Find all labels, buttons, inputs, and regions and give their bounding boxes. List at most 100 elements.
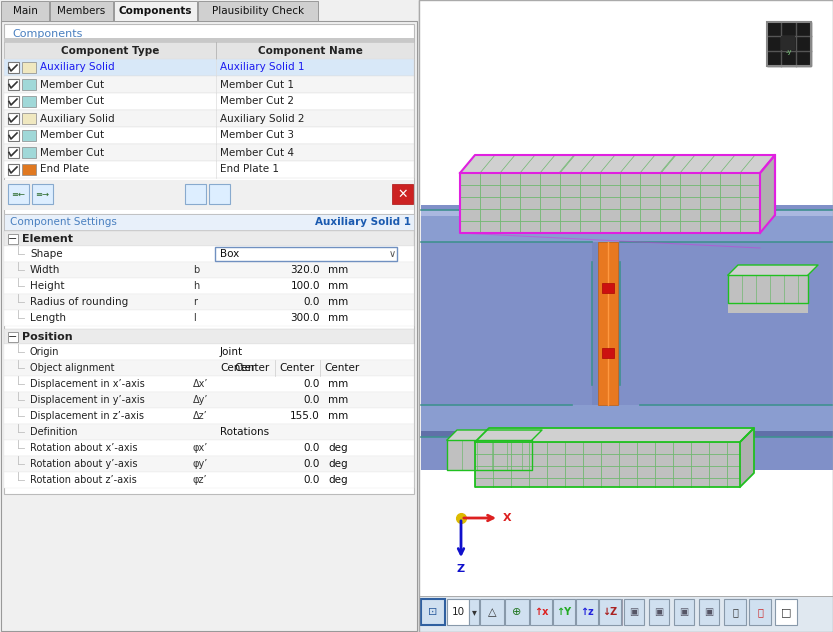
Bar — [553, 599, 575, 625]
Bar — [469, 599, 479, 625]
Text: mm: mm — [328, 379, 348, 389]
Bar — [460, 173, 760, 233]
Bar — [419, 0, 833, 632]
Text: 0.0: 0.0 — [303, 443, 320, 453]
Polygon shape — [620, 385, 640, 405]
Bar — [4, 360, 414, 376]
Text: ↑x: ↑x — [534, 607, 548, 617]
Text: Auxiliary Solid: Auxiliary Solid — [40, 63, 115, 73]
Bar — [447, 440, 532, 470]
Text: r: r — [193, 297, 197, 307]
Text: l: l — [193, 313, 196, 323]
Text: Δz’: Δz’ — [193, 411, 207, 421]
Bar — [576, 599, 598, 625]
Text: 320.0: 320.0 — [291, 265, 320, 275]
Bar — [4, 456, 414, 472]
Text: ▣: ▣ — [705, 607, 714, 617]
Text: ⊡: ⊡ — [428, 607, 437, 617]
Bar — [4, 344, 414, 360]
Bar — [4, 262, 414, 278]
Bar — [781, 36, 795, 50]
Bar — [4, 231, 414, 246]
Text: ↓Z: ↓Z — [602, 607, 617, 617]
Bar — [4, 110, 414, 127]
Text: φz’: φz’ — [193, 475, 207, 485]
Text: φx’: φx’ — [193, 443, 208, 453]
Bar — [599, 599, 621, 625]
Polygon shape — [421, 210, 833, 216]
Bar — [1, 1, 49, 21]
Polygon shape — [740, 428, 754, 487]
Bar — [32, 184, 53, 204]
Text: Components: Components — [12, 29, 82, 39]
Bar — [775, 599, 797, 625]
Text: Shape: Shape — [30, 249, 62, 259]
Text: End Plate: End Plate — [40, 164, 89, 174]
Text: Width: Width — [30, 265, 60, 275]
Text: mm: mm — [328, 411, 348, 421]
Text: mm: mm — [328, 313, 348, 323]
Bar — [392, 184, 413, 204]
Bar — [215, 247, 397, 261]
Text: 300.0: 300.0 — [291, 313, 320, 323]
Text: End Plate 1: End Plate 1 — [220, 164, 279, 174]
Bar — [4, 472, 414, 488]
Bar — [767, 22, 811, 66]
Text: Rotations: Rotations — [220, 427, 269, 437]
Text: 10: 10 — [451, 607, 465, 617]
Bar — [4, 329, 414, 344]
Text: Rotation about y’-axis: Rotation about y’-axis — [30, 459, 137, 469]
Text: Z: Z — [457, 564, 465, 574]
Polygon shape — [572, 385, 592, 405]
Text: ↑z: ↑z — [580, 607, 594, 617]
Text: Main: Main — [12, 6, 37, 16]
Text: 0.0: 0.0 — [303, 459, 320, 469]
Text: Rotation about x’-axis: Rotation about x’-axis — [30, 443, 137, 453]
Text: Radius of rounding: Radius of rounding — [30, 297, 128, 307]
Text: ≡←: ≡← — [12, 190, 26, 198]
Text: Member Cut 3: Member Cut 3 — [220, 130, 294, 140]
Text: Height: Height — [30, 281, 64, 291]
Bar — [530, 599, 552, 625]
Bar — [4, 278, 414, 294]
Text: ∨: ∨ — [388, 249, 396, 259]
Bar — [4, 392, 414, 408]
Text: 155.0: 155.0 — [290, 411, 320, 421]
Text: □: □ — [781, 607, 791, 617]
Polygon shape — [572, 242, 592, 262]
Bar — [624, 599, 644, 625]
Bar — [421, 405, 833, 437]
Polygon shape — [620, 242, 640, 262]
Bar — [114, 1, 197, 21]
Bar — [50, 1, 113, 21]
Bar — [724, 599, 746, 625]
Text: Joint: Joint — [220, 347, 243, 357]
Bar — [598, 242, 618, 405]
Text: Auxiliary Solid: Auxiliary Solid — [40, 114, 115, 123]
Text: b: b — [193, 265, 199, 275]
Bar — [4, 144, 414, 161]
Text: ▣: ▣ — [630, 607, 639, 617]
Text: Member Cut: Member Cut — [40, 147, 104, 157]
Bar — [602, 348, 614, 358]
Bar — [767, 22, 811, 66]
Text: 100.0: 100.0 — [291, 281, 320, 291]
Bar — [209, 184, 230, 204]
Text: Element: Element — [22, 233, 73, 243]
Text: Member Cut 4: Member Cut 4 — [220, 147, 294, 157]
Bar — [4, 376, 414, 392]
Bar — [419, 0, 833, 632]
Text: ≡→: ≡→ — [36, 190, 49, 198]
Text: X: X — [502, 513, 511, 523]
Bar — [22, 62, 36, 73]
Bar — [4, 42, 414, 59]
Bar — [421, 205, 833, 470]
Text: Member Cut: Member Cut — [40, 97, 104, 107]
Text: Auxiliary Solid 2: Auxiliary Solid 2 — [220, 114, 305, 123]
Text: Auxiliary Solid 1: Auxiliary Solid 1 — [220, 63, 305, 73]
Bar — [8, 130, 19, 141]
Bar — [4, 161, 414, 178]
Bar — [447, 599, 469, 625]
Bar — [8, 184, 29, 204]
Text: Rotation about z’-axis: Rotation about z’-axis — [30, 475, 137, 485]
